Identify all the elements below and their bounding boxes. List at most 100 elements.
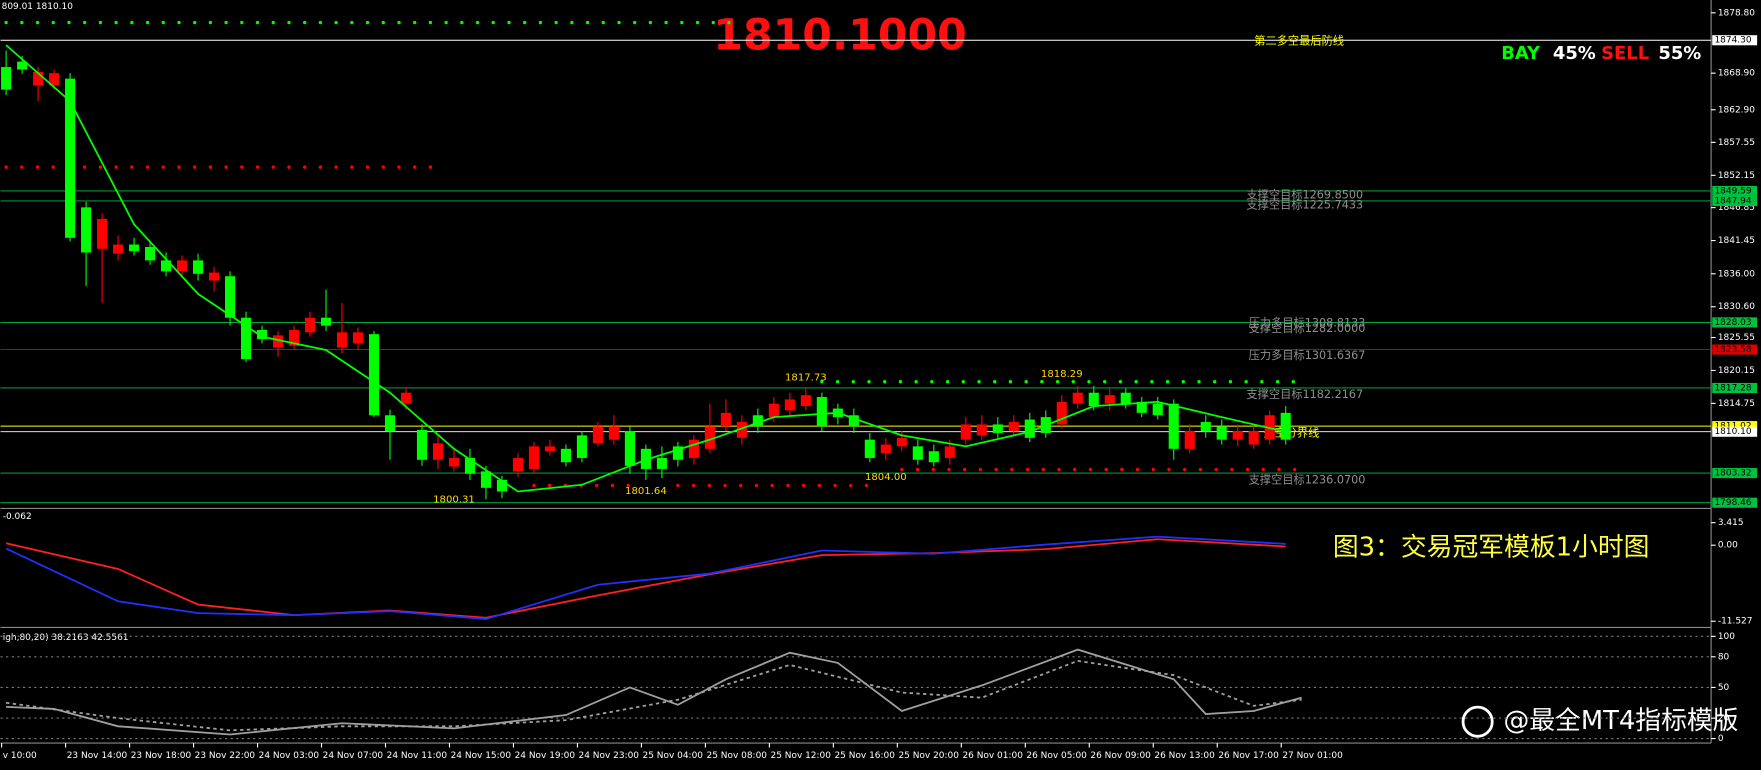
level-tag	[1712, 497, 1758, 508]
level-label: 1823.58	[1714, 345, 1751, 355]
candle-body	[1072, 392, 1083, 404]
candle-body	[1008, 421, 1019, 432]
candle-body	[1200, 421, 1211, 432]
candle-body	[576, 435, 587, 458]
candle-body	[129, 244, 140, 252]
candle-body	[992, 424, 1003, 433]
candle-body	[848, 415, 859, 427]
x-tick-label: 24 Nov 23:00	[579, 751, 640, 761]
x-tick-label: 27 Nov 01:00	[1282, 751, 1343, 761]
candle-body	[1216, 426, 1227, 440]
y-tick-label: 1836.00	[1718, 269, 1755, 279]
level-tag	[1712, 468, 1758, 479]
level-note: 压力多目标1308.8133	[1249, 315, 1366, 329]
x-tick-label: 25 Nov 04:00	[643, 751, 704, 761]
y-tick-label: 1878.80	[1718, 8, 1755, 18]
watermark: @最全MT4指标模版	[1503, 706, 1738, 736]
candle-body	[1280, 412, 1291, 440]
candle-body	[113, 244, 124, 254]
candle-body	[288, 329, 300, 346]
candle-body	[49, 73, 60, 86]
extreme-label: 1804.00	[865, 472, 907, 483]
candle-body	[496, 479, 508, 492]
extreme-label: 1800.31	[433, 494, 475, 505]
x-tick-label: 24 Nov 19:00	[515, 751, 576, 761]
caption: 图3：交易冠军模板1小时图	[1333, 532, 1650, 562]
candle-body	[1152, 403, 1163, 416]
candle-body	[896, 437, 907, 447]
x-tick-label: 24 Nov 15:00	[451, 751, 512, 761]
candle-body	[768, 403, 779, 418]
x-tick-label: 26 Nov 01:00	[962, 751, 1023, 761]
x-tick-label: 24 Nov 07:00	[323, 751, 384, 761]
candle-body	[528, 446, 539, 469]
level-note: 压力多目标1301.6367	[1249, 348, 1366, 362]
candle-body	[272, 335, 284, 348]
level-note: 第二多空最后防线	[1254, 34, 1344, 48]
candle-body	[944, 446, 955, 458]
level-tag	[1712, 344, 1758, 355]
candle-body	[880, 444, 891, 454]
candle-body	[752, 415, 763, 427]
x-tick-label: 23 Nov 14:00	[67, 751, 128, 761]
extreme-label: 1801.64	[625, 486, 667, 497]
x-tick-label: 26 Nov 05:00	[1026, 751, 1087, 761]
candle-body	[912, 446, 923, 460]
candle-body	[608, 426, 619, 440]
sell-label: SELL	[1601, 43, 1649, 64]
level-tag	[1712, 382, 1758, 394]
x-tick-label: 25 Nov 08:00	[707, 751, 768, 761]
level-tag	[1712, 195, 1758, 207]
y-tick-label: 0.00	[1718, 541, 1738, 551]
extreme-label: 1818.29	[1041, 369, 1083, 380]
candle-body	[672, 446, 683, 460]
sell-pct: 55%	[1658, 43, 1701, 64]
level-tag	[1712, 426, 1758, 437]
candle-body	[720, 412, 731, 427]
level-tag	[1712, 35, 1758, 46]
level-label: 1849.59	[1714, 186, 1751, 196]
y-tick-label: 100	[1718, 632, 1735, 642]
candle-body	[1104, 395, 1115, 404]
candle-body	[97, 218, 108, 249]
level-note: 支撑空目标1282.0000	[1249, 321, 1366, 335]
candle-body	[976, 424, 987, 436]
candle-body	[1088, 392, 1099, 407]
y-tick-label: 1825.55	[1718, 333, 1755, 343]
x-tick-label: v 10:00	[3, 751, 37, 761]
candle-body	[17, 61, 28, 70]
candle-body	[688, 439, 699, 458]
candle-body	[624, 431, 635, 466]
x-tick-label: 25 Nov 12:00	[771, 751, 832, 761]
level-label: 1828.03	[1714, 318, 1751, 328]
x-tick-label: 24 Nov 11:00	[387, 751, 448, 761]
y-tick-label: 1841.45	[1718, 236, 1755, 246]
y-tick-label: 3.415	[1718, 518, 1744, 528]
candle-body	[816, 396, 827, 427]
buy-label: BAY	[1501, 43, 1541, 64]
candle-body	[1120, 392, 1131, 404]
candle-body	[416, 429, 428, 460]
level-tag	[1712, 421, 1758, 432]
x-tick-label: 24 Nov 03:00	[259, 751, 320, 761]
candle-body	[800, 395, 811, 407]
level-label: 1810.10	[1714, 427, 1751, 437]
y-tick-label: 1862.90	[1718, 105, 1755, 115]
candle-body	[480, 471, 492, 488]
candle-body	[208, 272, 220, 281]
candle-body	[864, 439, 875, 458]
header-text: 809.01 1810.10	[2, 2, 74, 12]
candle-body	[352, 332, 364, 344]
y-tick-label: 1852.15	[1718, 171, 1755, 181]
level-note: 多空分界线	[1263, 425, 1319, 439]
candle-body	[193, 260, 204, 274]
y-tick-label: 1857.55	[1718, 138, 1755, 148]
candle-body	[368, 334, 380, 416]
candle-body	[960, 424, 971, 440]
buy-pct: 45%	[1553, 43, 1596, 64]
y-tick-label: 1830.60	[1718, 302, 1755, 312]
candle-body	[177, 260, 188, 272]
candle-body	[1136, 401, 1147, 413]
candle-body	[161, 260, 172, 272]
